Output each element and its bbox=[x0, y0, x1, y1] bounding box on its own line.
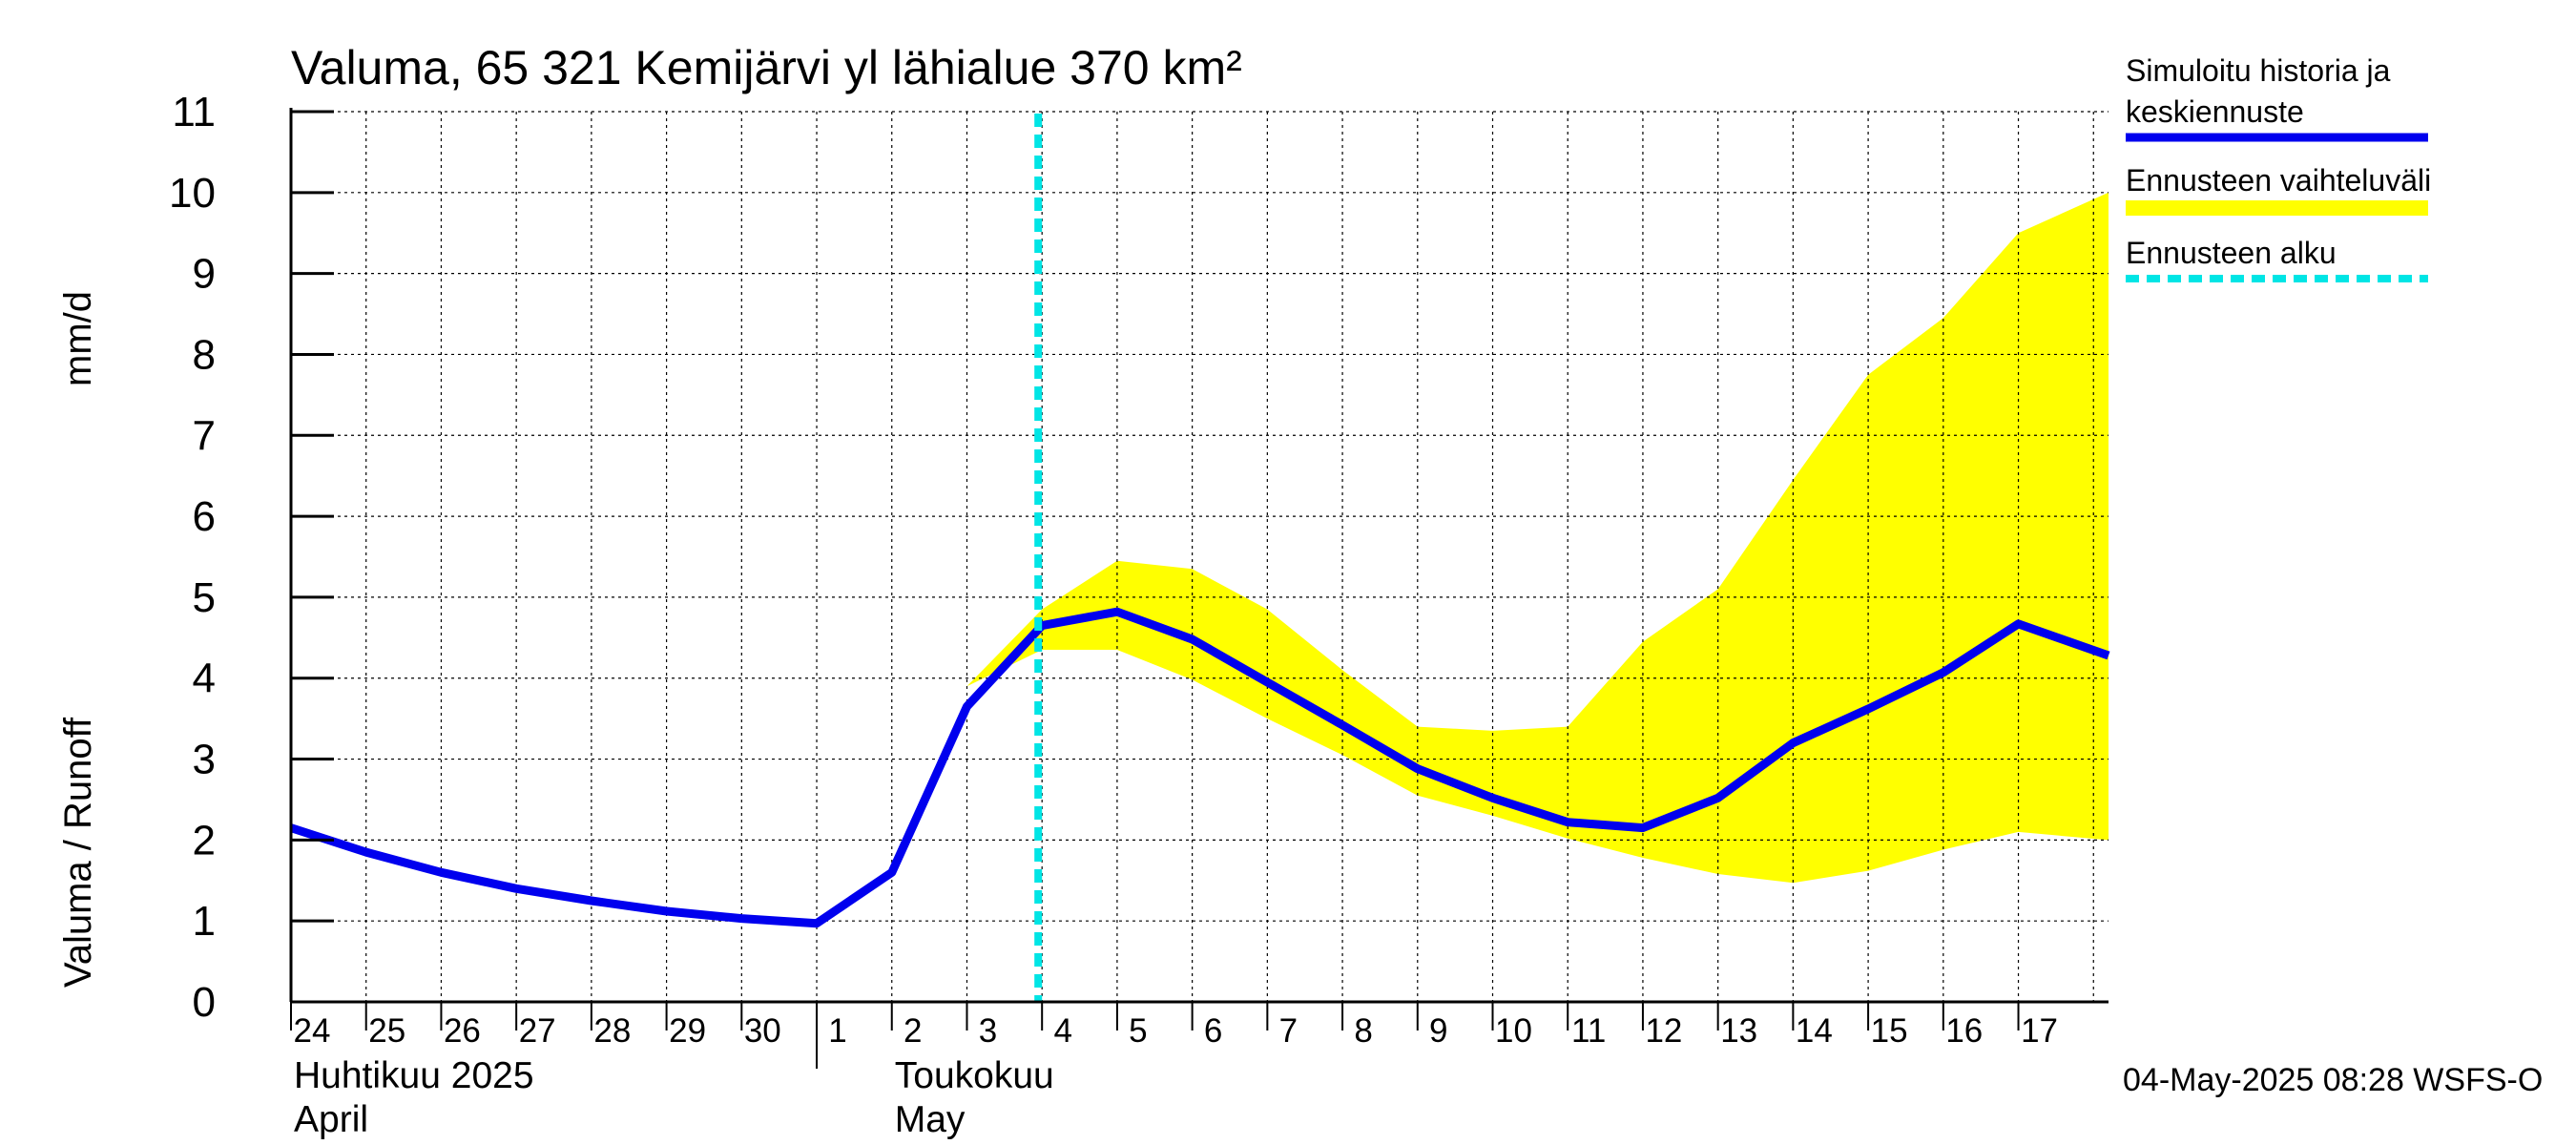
x-tick-label: 2 bbox=[904, 1012, 922, 1050]
y-tick-label: 5 bbox=[193, 574, 216, 621]
legend-label-forecast-start: Ennusteen alku bbox=[2126, 236, 2337, 270]
x-tick-label: 3 bbox=[979, 1012, 997, 1050]
x-tick-label: 13 bbox=[1720, 1012, 1757, 1050]
y-tick-labels: 0 1 2 3 4 5 6 7 8 9 10 11 bbox=[169, 89, 216, 1026]
axis-layer bbox=[289, 108, 2109, 1069]
y-tick-label: 8 bbox=[193, 331, 216, 378]
x-tick-label: 5 bbox=[1129, 1012, 1147, 1050]
legend-label-mean: Simuloitu historia ja bbox=[2126, 53, 2391, 88]
y-axis-label-left: Valuma / Runoff bbox=[57, 717, 99, 988]
x-tick-label: 1 bbox=[828, 1012, 846, 1050]
y-tick-label: 4 bbox=[193, 656, 216, 702]
y-axis-label-right: mm/d bbox=[57, 291, 99, 386]
x-tick-label: 17 bbox=[2021, 1012, 2058, 1050]
x-tick-label: 15 bbox=[1871, 1012, 1908, 1050]
series-line-mean-forecast bbox=[289, 607, 2110, 928]
month-label-en: May bbox=[895, 1099, 966, 1140]
x-tick-label: 14 bbox=[1796, 1012, 1833, 1050]
month-label: Huhtikuu 2025 bbox=[294, 1055, 534, 1096]
x-tick-label: 26 bbox=[444, 1012, 481, 1050]
y-tick-label: 2 bbox=[193, 817, 216, 864]
month-label-en: April bbox=[294, 1099, 368, 1140]
x-tick-label: 27 bbox=[519, 1012, 556, 1050]
x-tick-label: 11 bbox=[1571, 1012, 1606, 1050]
x-tick-label: 4 bbox=[1053, 1012, 1071, 1050]
x-tick-label: 10 bbox=[1495, 1012, 1532, 1050]
legend: Simuloitu historia ja keskiennuste Ennuste… bbox=[2126, 53, 2431, 282]
month-label: Toukokuu bbox=[895, 1055, 1054, 1096]
x-tick-label: 6 bbox=[1204, 1012, 1222, 1050]
y-tick-label: 10 bbox=[169, 170, 216, 217]
timestamp-label: 04-May-2025 08:28 WSFS-O bbox=[2123, 1062, 2543, 1098]
x-tick-label: 8 bbox=[1354, 1012, 1372, 1050]
x-tick-label: 16 bbox=[1945, 1012, 1983, 1050]
legend-label-range: Ennusteen vaihteluväli bbox=[2126, 163, 2431, 198]
x-tick-label: 30 bbox=[744, 1012, 781, 1050]
legend-label-mean-line2: keskiennuste bbox=[2126, 94, 2304, 129]
chart-title: Valuma, 65 321 Kemijärvi yl lähialue 370… bbox=[291, 41, 1242, 94]
y-tick-label: 3 bbox=[193, 737, 216, 783]
x-tick-labels: 24 25 26 27 28 29 30 1 2 3 4 5 6 7 8 9 10 11 12 13 14 15 16 17 bbox=[294, 1012, 2058, 1050]
x-tick-label: 24 bbox=[294, 1012, 331, 1050]
x-tick-label: 29 bbox=[669, 1012, 706, 1050]
y-tick-label: 7 bbox=[193, 412, 216, 459]
y-tick-label: 0 bbox=[193, 979, 216, 1026]
y-tick-label: 1 bbox=[193, 898, 216, 945]
y-tick-label: 9 bbox=[193, 251, 216, 298]
x-tick-label: 7 bbox=[1279, 1012, 1298, 1050]
x-tick-label: 12 bbox=[1645, 1012, 1682, 1050]
series-layer bbox=[289, 607, 2110, 928]
x-tick-label: 25 bbox=[368, 1012, 405, 1050]
forecast-range-band-layer bbox=[966, 192, 2109, 884]
x-tick-label: 9 bbox=[1429, 1012, 1447, 1050]
forecast-range-band bbox=[966, 192, 2109, 884]
x-tick-label: 28 bbox=[593, 1012, 631, 1050]
y-tick-label: 11 bbox=[172, 89, 216, 135]
y-tick-label: 6 bbox=[193, 493, 216, 540]
